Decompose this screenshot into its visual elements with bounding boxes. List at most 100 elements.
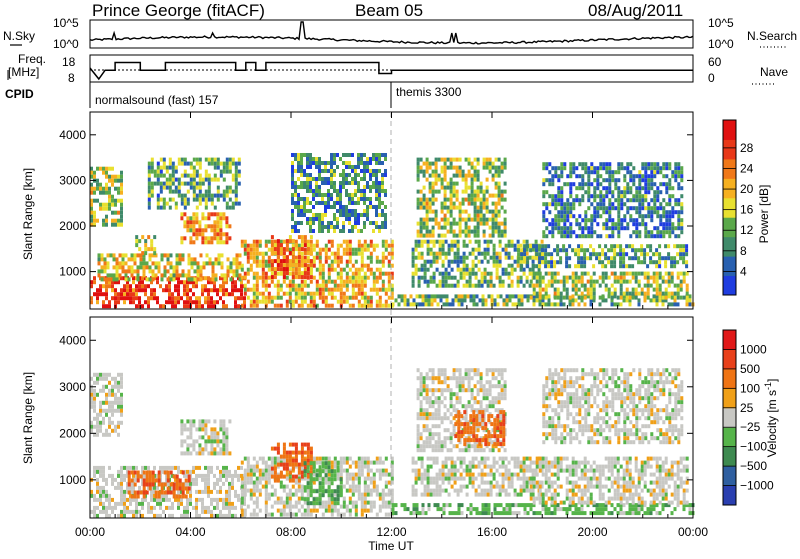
heatmap-cell (120, 421, 123, 425)
heatmap-cell (625, 264, 628, 268)
heatmap-cell (664, 260, 667, 264)
heatmap-cell (632, 218, 635, 222)
heatmap-cell (478, 244, 481, 248)
heatmap-cell (225, 498, 228, 502)
heatmap-cell (361, 292, 364, 296)
heatmap-cell (671, 272, 674, 276)
heatmap-cell (423, 222, 426, 226)
heatmap-cell (686, 292, 689, 296)
heatmap-cell (463, 240, 466, 244)
heatmap-cell (626, 210, 629, 214)
heatmap-cell (384, 193, 387, 197)
heatmap-cell (626, 292, 629, 296)
heatmap-cell (256, 469, 259, 473)
heatmap-cell (198, 490, 201, 494)
heatmap-cell (294, 153, 297, 157)
heatmap-cell (196, 194, 199, 198)
heatmap-cell (253, 284, 256, 288)
heatmap-cell (129, 466, 132, 470)
heatmap-cell (468, 214, 471, 218)
heatmap-cell (280, 240, 283, 244)
heatmap-cell (426, 158, 429, 162)
heatmap-cell (300, 209, 303, 213)
heatmap-cell (160, 182, 163, 186)
heatmap-cell (617, 186, 620, 190)
heatmap-cell (417, 222, 420, 226)
heatmap-cell (557, 218, 560, 222)
heatmap-cell (301, 243, 304, 247)
heatmap-cell (551, 166, 554, 170)
heatmap-cell (166, 202, 169, 206)
heatmap-cell (360, 197, 363, 201)
heatmap-cell (680, 230, 683, 234)
heatmap-cell (225, 447, 228, 451)
heatmap-cell (213, 447, 216, 451)
heatmap-cell (620, 226, 623, 230)
heatmap-cell (447, 218, 450, 222)
heatmap-cell (388, 284, 391, 288)
heatmap-cell (294, 169, 297, 173)
heatmap-cell (117, 421, 120, 425)
heatmap-cell (348, 229, 351, 233)
heatmap-cell (164, 269, 167, 273)
heatmap-cell (174, 300, 177, 304)
heatmap-cell (286, 501, 289, 505)
heatmap-cell (117, 482, 120, 486)
heatmap-cell (274, 501, 277, 505)
heatmap-cell (168, 514, 171, 518)
heatmap-cell (481, 260, 484, 264)
heatmap-cell (626, 198, 629, 202)
heatmap-cell (235, 178, 238, 182)
heatmap-cell (309, 217, 312, 221)
heatmap-cell (295, 240, 298, 244)
heatmap-cell (138, 510, 141, 514)
heatmap-cell (376, 300, 379, 304)
heatmap-cell (334, 260, 337, 264)
heatmap-cell (297, 193, 300, 197)
heatmap-cell (478, 260, 481, 264)
heatmap-cell (148, 182, 151, 186)
heatmap-cell (343, 280, 346, 284)
heatmap-cell (253, 252, 256, 256)
heatmap-cell (641, 272, 644, 276)
heatmap-cell (149, 483, 152, 487)
heatmap-cell (205, 206, 208, 210)
heatmap-cell (351, 201, 354, 205)
heatmap-cell (274, 304, 277, 308)
heatmap-cell (328, 280, 331, 284)
heatmap-cell (425, 294, 428, 298)
heatmap-cell (592, 252, 595, 256)
heatmap-cell (417, 206, 420, 210)
heatmap-cell (673, 244, 676, 248)
heatmap-cell (656, 276, 659, 280)
heatmap-cell (453, 202, 456, 206)
heatmap-cell (105, 191, 108, 195)
heatmap-cell (367, 256, 370, 260)
heatmap-cell (674, 166, 677, 170)
heatmap-cell (322, 284, 325, 288)
heatmap-cell (647, 210, 650, 214)
heatmap-cell (487, 272, 490, 276)
heatmap-cell (216, 443, 219, 447)
heatmap-cell (586, 256, 589, 260)
heatmap-cell (484, 252, 487, 256)
heatmap-cell (179, 273, 182, 277)
heatmap-cell (658, 264, 661, 268)
heatmap-cell (217, 166, 220, 170)
heatmap-cell (340, 469, 343, 473)
heatmap-cell (236, 257, 239, 261)
heatmap-cell (111, 284, 114, 288)
heatmap-cell (123, 514, 126, 518)
heatmap-cell (647, 280, 650, 284)
heatmap-cell (216, 466, 219, 470)
heatmap-cell (426, 218, 429, 222)
heatmap-cell (554, 296, 557, 300)
heatmap-cell (105, 429, 108, 433)
heatmap-cell (268, 473, 271, 477)
heatmap-cell (159, 506, 162, 510)
heatmap-cell (475, 240, 478, 244)
heatmap-cell (671, 302, 674, 306)
heatmap-cell (458, 302, 461, 306)
heatmap-cell (96, 288, 99, 292)
heatmap-cell (247, 244, 250, 248)
